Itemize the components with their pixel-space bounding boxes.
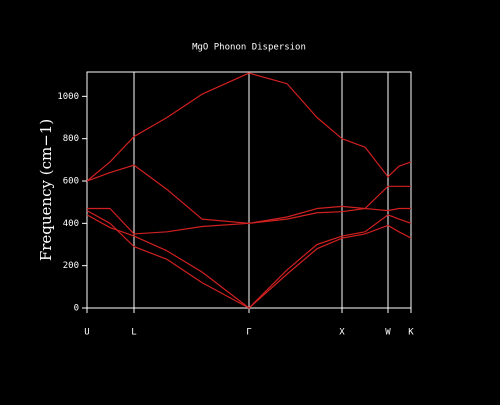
- branch-line: [86, 164, 411, 224]
- x-tick-label: K: [408, 328, 414, 338]
- y-tick-label: 800: [63, 134, 79, 144]
- x-tick-label: L: [131, 328, 136, 338]
- x-tick-label: U: [84, 328, 89, 338]
- x-tick-label: X: [339, 328, 345, 338]
- branch-line: [86, 214, 412, 309]
- y-tick-label: 200: [63, 261, 79, 271]
- y-tick-label: 400: [63, 219, 79, 229]
- y-tick-label: 0: [74, 304, 79, 314]
- y-tick-label: 600: [63, 177, 79, 187]
- x-tick-label: W: [385, 328, 391, 338]
- y-axis-label: Frequency (cm−1): [37, 119, 55, 261]
- x-tick-label: Γ: [246, 328, 251, 338]
- branch-line: [86, 72, 412, 182]
- branch-line: [87, 205, 411, 235]
- y-tick-label: 1000: [57, 92, 79, 102]
- branch-line: [86, 210, 412, 309]
- chart-title: MgO Phonon Dispersion: [192, 43, 306, 53]
